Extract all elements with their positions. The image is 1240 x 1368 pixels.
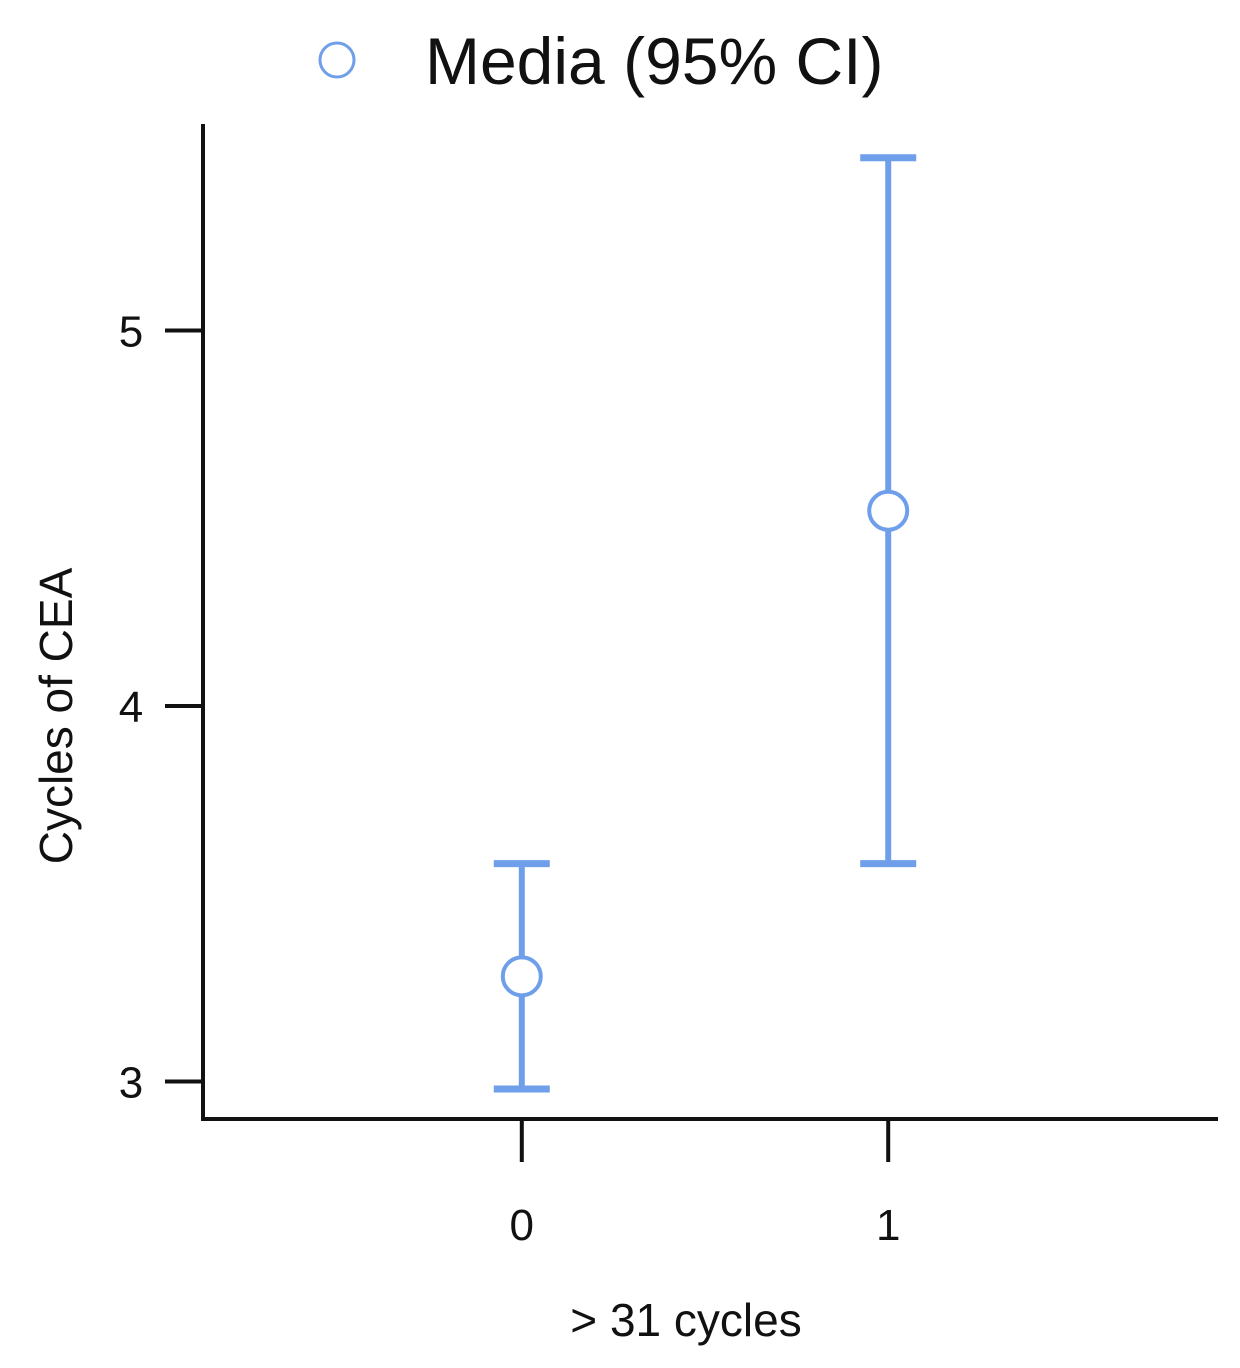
y-tick-label: 3: [119, 1058, 143, 1107]
legend-label: Media (95% CI): [425, 24, 884, 98]
mean-point: [500, 955, 543, 998]
legend-marker: [318, 41, 356, 79]
x-tick-label: 0: [510, 1201, 534, 1250]
y-ticks: 5 4 3: [119, 308, 203, 1107]
x-axis-title: > 31 cycles: [570, 1294, 801, 1346]
mean-point: [867, 489, 910, 532]
legend: Media (95% CI): [318, 24, 884, 98]
y-tick-label: 4: [119, 683, 143, 732]
x-tick-label: 1: [876, 1201, 900, 1250]
y-tick-label: 5: [119, 308, 143, 357]
y-axis-title: Cycles of CEA: [30, 567, 82, 864]
series-media: [493, 154, 917, 1093]
